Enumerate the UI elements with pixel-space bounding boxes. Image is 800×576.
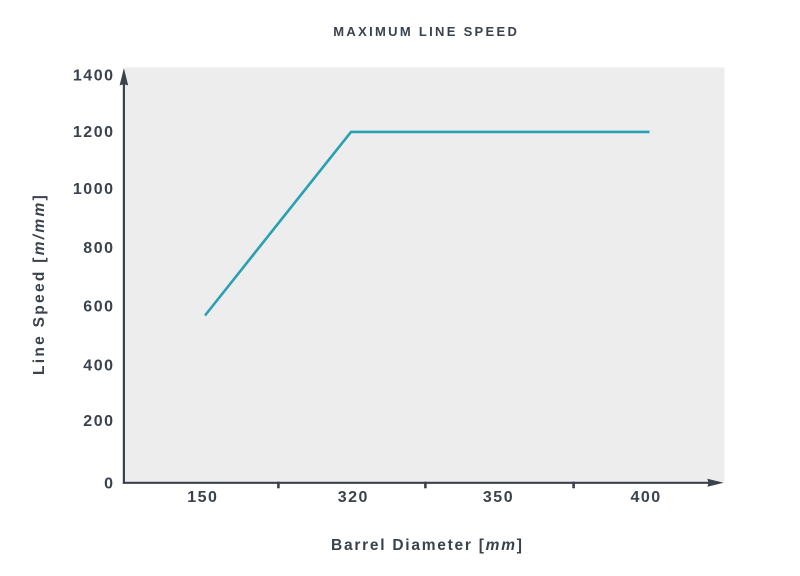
svg-text:Line Speed [m/mm]: Line Speed [m/mm] [31, 193, 48, 375]
svg-text:400: 400 [83, 358, 114, 375]
svg-text:320: 320 [338, 489, 369, 506]
svg-text:1400: 1400 [73, 67, 115, 84]
svg-text:800: 800 [83, 240, 114, 257]
svg-text:1200: 1200 [73, 124, 115, 141]
svg-text:1000: 1000 [73, 181, 115, 198]
svg-text:600: 600 [83, 298, 114, 315]
svg-text:0: 0 [104, 475, 114, 492]
svg-text:350: 350 [483, 489, 514, 506]
svg-text:MAXIMUM LINE SPEED: MAXIMUM LINE SPEED [333, 24, 519, 39]
svg-text:150: 150 [187, 489, 218, 506]
svg-text:Barrel Diameter [mm]: Barrel Diameter [mm] [331, 537, 524, 554]
svg-text:400: 400 [630, 489, 661, 506]
svg-text:200: 200 [83, 413, 114, 430]
